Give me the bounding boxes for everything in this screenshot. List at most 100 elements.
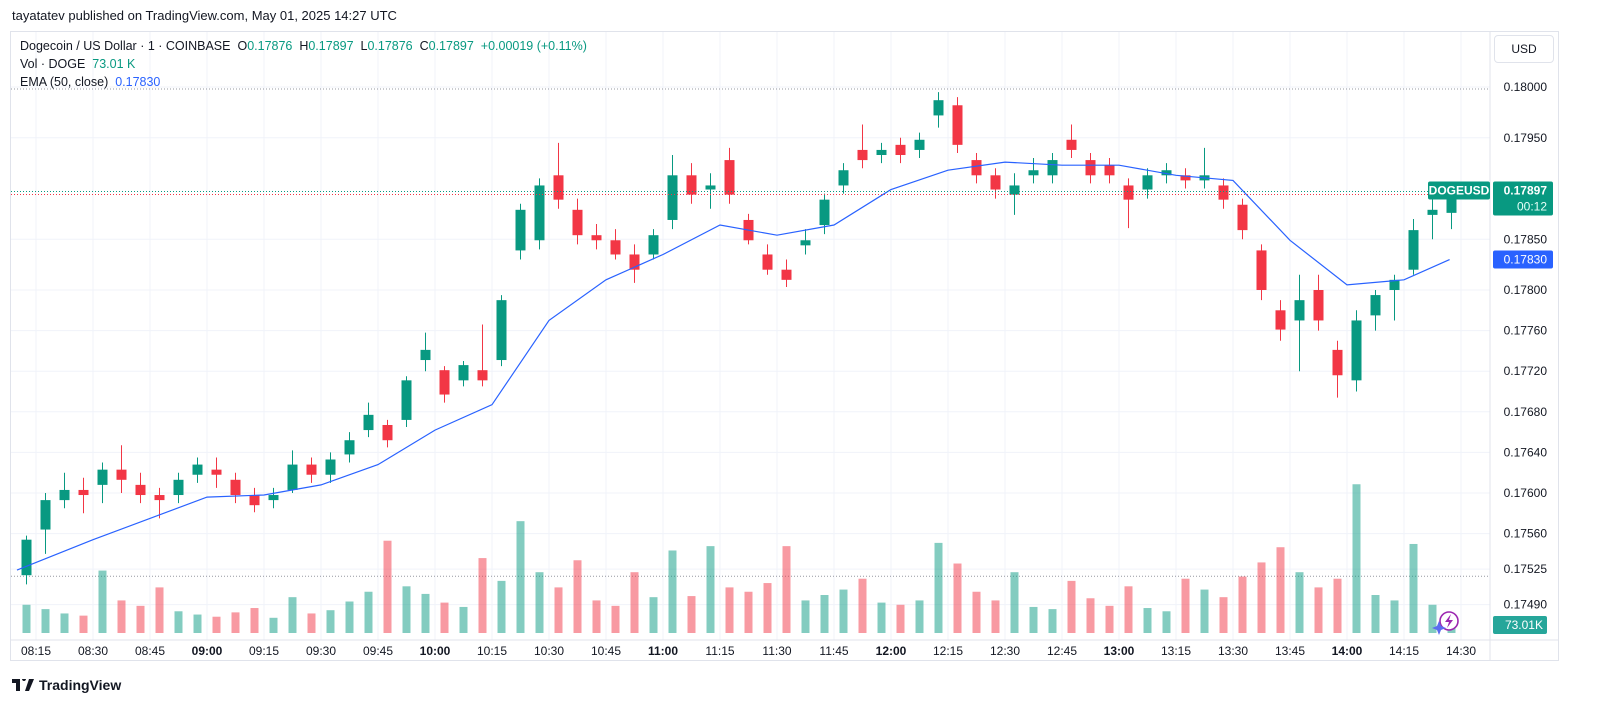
volume-bar (269, 617, 278, 633)
time-tick-label: 13:15 (1161, 644, 1191, 658)
price-tick-label: 0.17525 (1504, 562, 1548, 576)
time-tick-label: 09:15 (249, 644, 279, 658)
candle-body (534, 185, 545, 241)
volume-bar (801, 600, 810, 633)
volume-bar (98, 570, 107, 633)
candle-body (306, 464, 317, 475)
volume-bar (1048, 609, 1057, 633)
candle-body (1427, 209, 1438, 215)
candle-body (21, 539, 32, 576)
candle-body (990, 175, 1001, 190)
time-tick-label: 09:30 (306, 644, 336, 658)
low-value: 0.17876 (367, 39, 413, 53)
candle-body (781, 269, 792, 280)
time-tick-label: 08:45 (135, 644, 165, 658)
volume-tag (1493, 616, 1547, 634)
candle-body (496, 300, 507, 361)
volume-bar (212, 616, 221, 633)
currency-button[interactable]: USD (1494, 35, 1554, 63)
volume-value: 73.01 K (92, 57, 136, 71)
volume-bar (934, 542, 943, 633)
volume-bar (1276, 547, 1285, 633)
volume-bar (497, 580, 506, 633)
candle-body (1009, 185, 1020, 195)
candle-body (838, 170, 849, 186)
candle-body (268, 495, 279, 501)
candle-body (135, 484, 146, 496)
last-price-tag (1493, 181, 1553, 216)
time-tick-label: 08:15 (21, 644, 51, 658)
candle-body (1256, 250, 1267, 290)
volume-bar (1067, 580, 1076, 633)
volume-bar (953, 563, 962, 633)
candle-body (40, 500, 51, 530)
volume-bar (611, 605, 620, 633)
volume-bar (231, 612, 240, 633)
volume-bar (421, 593, 430, 633)
volume-bar (1371, 595, 1380, 633)
tradingview-logo[interactable]: TradingView (12, 677, 121, 693)
candle-body (97, 469, 108, 485)
volume-bar (649, 597, 658, 633)
volume-bar (1333, 578, 1342, 633)
legend-ema-row: EMA (50, close) 0.17830 (20, 75, 160, 89)
candle-body (325, 459, 336, 475)
volume-label[interactable]: Vol · DOGE (20, 57, 86, 71)
symbol-name[interactable]: Dogecoin / US Dollar · 1 · COINBASE (20, 39, 231, 53)
candle-body (705, 185, 716, 190)
volume-bar (1352, 484, 1361, 633)
candle-body (401, 380, 412, 420)
candle-body (1028, 170, 1039, 176)
ema-price-label: 0.17830 (1504, 253, 1548, 267)
price-tick-label: 0.17490 (1504, 598, 1548, 612)
candle-body (173, 479, 184, 496)
candle-body (458, 365, 469, 381)
time-tick-label: 11:00 (648, 644, 678, 658)
candle-body (610, 240, 621, 255)
volume-bar (1143, 608, 1152, 633)
high-label: H (299, 39, 309, 53)
candle-body (1180, 175, 1191, 181)
time-tick-label: 14:00 (1332, 644, 1363, 658)
price-tick-label: 0.17640 (1504, 445, 1548, 459)
volume-bar (364, 591, 373, 633)
ema-label[interactable]: EMA (50, close) (20, 75, 109, 89)
time-tick-label: 14:30 (1446, 644, 1476, 658)
tradingview-logo-icon (12, 679, 34, 691)
candle-body (952, 105, 963, 145)
candle-body (933, 100, 944, 116)
volume-bar (782, 546, 791, 633)
candle-body (1332, 349, 1343, 376)
price-tick-label: 0.17600 (1504, 486, 1548, 500)
candle-body (230, 479, 241, 496)
ema-line (16, 161, 1450, 571)
candle-body (724, 160, 735, 195)
candle-body (1408, 230, 1419, 270)
time-tick-label: 11:15 (705, 644, 734, 658)
volume-bar (79, 615, 88, 633)
candle-body (591, 235, 602, 241)
volume-bar (402, 586, 411, 633)
time-tick-label: 12:00 (876, 644, 907, 658)
open-value: 0.17876 (247, 39, 293, 53)
price-tick-label: 0.17800 (1504, 283, 1548, 297)
chart-frame (10, 31, 1559, 661)
volume-bar (706, 546, 715, 633)
volume-bar (1257, 562, 1266, 633)
candle-body (686, 175, 697, 195)
ema-price-tag (1493, 250, 1553, 269)
volume-bar (22, 604, 31, 633)
volume-bar (592, 600, 601, 633)
price-tick-label: 0.17760 (1504, 324, 1548, 338)
price-tick-label: 0.18000 (1504, 80, 1548, 94)
change-value: +0.00019 (+0.11%) (480, 39, 587, 53)
time-tick-label: 13:30 (1218, 644, 1248, 658)
volume-bar (1029, 606, 1038, 633)
volume-bar (155, 587, 164, 633)
sparkle-icon (1432, 621, 1446, 635)
volume-bar (1409, 543, 1418, 633)
time-tick-label: 08:30 (78, 644, 108, 658)
price-tick-label: 0.17560 (1504, 527, 1548, 541)
time-tick-label: 10:15 (477, 644, 507, 658)
